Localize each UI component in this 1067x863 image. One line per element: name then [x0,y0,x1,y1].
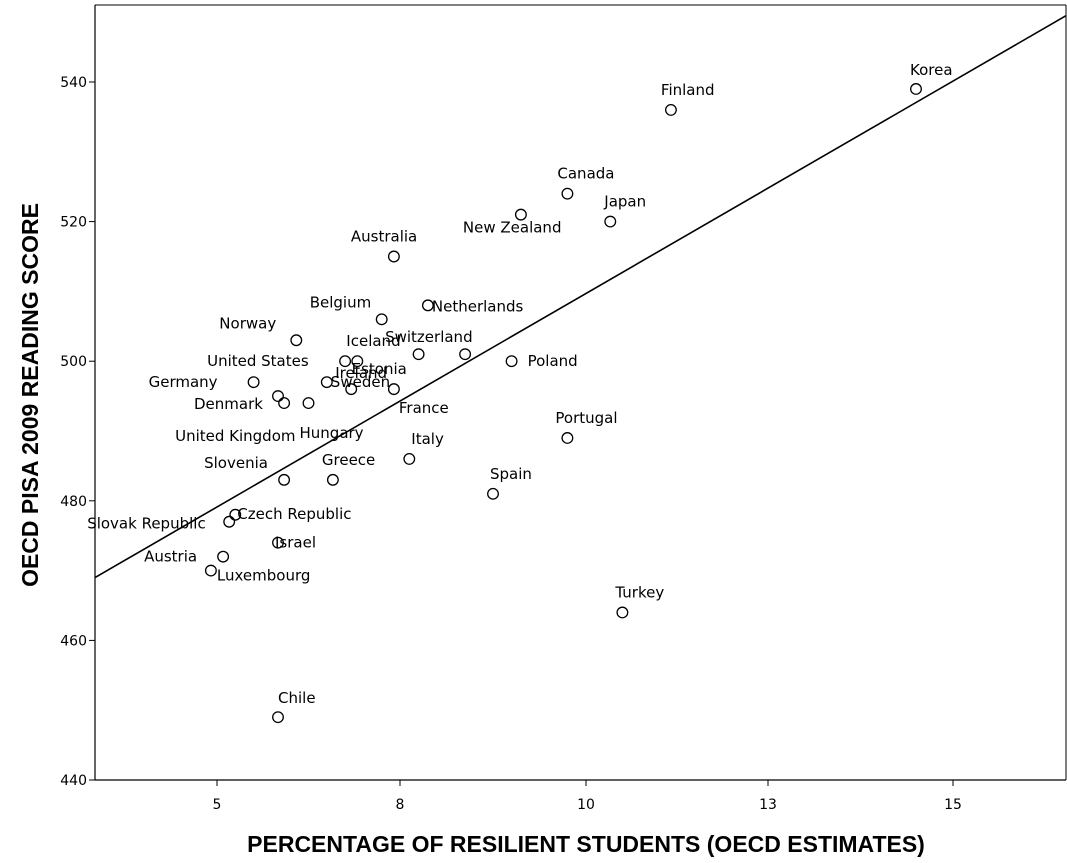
point-label: Portugal [555,409,617,427]
data-point [351,355,364,368]
data-point [217,550,230,563]
point-label: United States [207,352,309,370]
data-point [561,187,574,200]
point-label: Iceland [346,332,400,350]
point-label: United Kingdom [175,427,295,445]
point-label: Korea [910,61,953,79]
point-label: Belgium [310,293,372,311]
point-label: Canada [557,165,614,183]
point-label: France [399,399,449,417]
data-points: Korea Finland Canada Japan New Zealand Austra… [87,61,953,724]
point-label: Greece [322,451,375,469]
data-point [616,606,629,619]
axis-ticks: 5 8 10 13 15 440 460 480 500 520 540 [60,75,962,813]
data-point [403,452,416,465]
point-label: Sweden [331,373,390,391]
point-label: New Zealand [463,219,562,237]
data-point [320,376,333,389]
point-label: Australia [351,228,417,246]
plot-frame [94,4,1067,781]
point-label: Ireland [335,364,387,382]
x-tick-label: 8 [396,797,405,813]
point-label: Spain [490,465,532,483]
point-label: Slovenia [204,454,268,472]
data-point [421,299,434,312]
data-point [412,348,425,361]
data-point [326,473,339,486]
data-point [459,348,472,361]
data-point [278,473,291,486]
data-point [290,334,303,347]
data-point [204,564,217,577]
point-label: Norway [219,314,276,332]
data-point [272,536,284,549]
data-point [229,508,242,521]
x-tick-label: 5 [213,797,222,813]
data-point [910,83,922,95]
y-tick-label: 460 [60,633,87,649]
data-point [345,383,358,396]
point-label: Netherlands [432,297,524,315]
data-point [561,432,574,444]
point-label: Finland [661,81,715,99]
fit-line-group [94,14,1067,579]
data-point [247,376,260,389]
point-label: Poland [528,352,578,370]
data-point [339,355,352,368]
point-label: Luxembourg [217,567,311,585]
y-tick-label: 520 [60,215,87,231]
point-label: Estonia [352,360,407,378]
data-point [272,390,284,403]
point-label: Italy [411,430,444,448]
data-point [302,397,315,410]
point-label: Slovak Republic [87,515,206,533]
x-axis-title: PERCENTAGE OF RESILIENT STUDENTS (OECD E… [247,831,925,857]
data-point [487,487,499,500]
y-tick-label: 540 [60,75,87,91]
data-point [223,515,236,528]
point-label: Turkey [614,583,664,601]
point-label: Czech Republic [237,505,351,523]
point-label: Denmark [194,395,263,413]
data-point [514,208,527,221]
data-point [387,250,400,263]
point-label: Japan [603,193,646,211]
point-label: Germany [149,373,218,391]
data-point [278,397,291,410]
data-point [375,313,388,326]
x-tick-label: 13 [759,797,777,813]
data-point [604,215,617,228]
data-point [664,103,677,116]
data-point [272,711,284,724]
x-tick-label: 10 [577,797,595,813]
point-label: Israel [275,534,316,552]
x-tick-label: 15 [944,797,962,813]
point-label: Austria [144,548,197,566]
data-point [387,383,400,396]
y-tick-label: 480 [60,494,87,510]
fit-line [94,14,1067,579]
y-tick-label: 440 [60,773,87,789]
point-label: Hungary [300,424,364,442]
point-label: Chile [278,689,316,707]
point-label: Switzerland [385,328,473,346]
y-tick-label: 500 [60,354,87,370]
data-point [505,355,518,368]
y-axis-title: OECD PISA 2009 READING SCORE [17,203,43,587]
